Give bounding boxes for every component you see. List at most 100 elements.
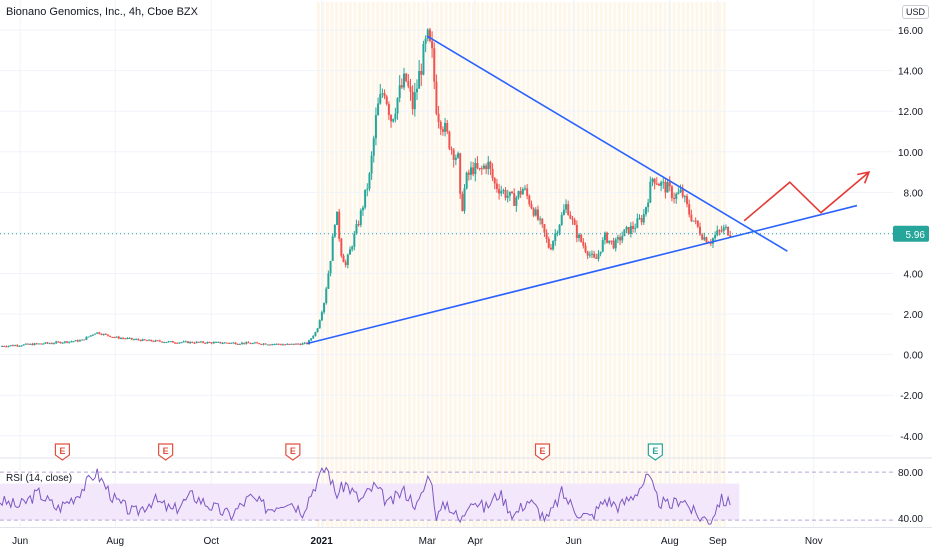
earnings-label: E: [59, 446, 65, 456]
candle-body: [65, 341, 68, 343]
candle-body: [439, 122, 442, 130]
candle-body: [709, 242, 712, 244]
candle-body: [96, 332, 99, 334]
candle-body: [359, 210, 362, 226]
candle-body: [50, 343, 53, 345]
projection-arrow[interactable]: [743, 171, 871, 222]
candle-body: [178, 342, 181, 344]
earnings-shape: [647, 443, 663, 461]
candle-body: [154, 340, 157, 342]
candle-body: [571, 218, 574, 220]
session-band: [549, 2, 553, 527]
earnings-marker[interactable]: E: [54, 443, 71, 461]
price-badge-value: 5.96: [906, 230, 926, 241]
candle-body: [57, 341, 60, 343]
candle-body: [405, 73, 408, 82]
session-band: [613, 2, 617, 527]
candle-body: [459, 153, 462, 194]
candle-body: [312, 335, 315, 339]
candle-body: [588, 254, 591, 256]
candle-body: [673, 198, 676, 200]
candle-body: [664, 181, 667, 193]
candle-body: [696, 220, 699, 227]
earnings-marker[interactable]: E: [285, 443, 301, 461]
currency-button[interactable]: USD: [902, 5, 930, 19]
candle-body: [662, 181, 665, 183]
candle-body: [273, 344, 276, 346]
candle-body: [469, 167, 472, 175]
earnings-marker[interactable]: E: [158, 443, 174, 461]
candle-body: [342, 255, 345, 263]
session-band: [627, 2, 631, 527]
candle-body: [20, 345, 23, 347]
candle-body: [249, 343, 252, 345]
candle-body: [679, 189, 682, 193]
candle-body: [16, 345, 19, 347]
candle-body: [400, 85, 403, 88]
candle-body: [176, 342, 179, 344]
candle-body: [137, 339, 140, 341]
session-band: [672, 2, 676, 527]
earnings-marker[interactable]: E: [647, 443, 663, 461]
session-band: [490, 2, 494, 527]
candle-body: [465, 172, 468, 189]
candle-body: [215, 341, 218, 343]
candle-body: [508, 191, 511, 196]
candle-body: [435, 81, 438, 114]
candle-body: [262, 343, 265, 345]
candle-body: [530, 204, 533, 209]
candle-body: [167, 341, 170, 343]
session-band: [695, 2, 699, 527]
candle-body: [258, 343, 261, 345]
candle-body: [344, 262, 347, 265]
candle-body: [78, 340, 81, 342]
candle-body: [381, 93, 384, 95]
trendlines[interactable]: [0, 35, 893, 345]
candle-body: [718, 230, 721, 232]
candle-body: [485, 165, 488, 170]
rsi-line: [0, 466, 731, 525]
candle-body: [310, 338, 313, 341]
earnings-shape: [54, 443, 71, 461]
candle-body: [647, 202, 650, 208]
candle-body: [53, 343, 56, 345]
candle-body: [495, 183, 498, 190]
candle-body: [463, 188, 466, 211]
candle-body: [616, 237, 619, 240]
trendline: [426, 35, 788, 252]
candle-body: [521, 189, 524, 195]
candle-body: [692, 220, 695, 222]
earnings-marker[interactable]: E: [534, 443, 551, 461]
time-axis[interactable]: Jun Aug Oct 2021 Mar Apr Jun Aug Sep Nov: [0, 527, 932, 548]
candle-body: [506, 195, 509, 198]
time-tick-label: Jun: [566, 536, 582, 547]
session-band: [581, 2, 585, 527]
symbol-title[interactable]: Bionano Genomics, Inc., 4h, Cboe BZX: [6, 6, 198, 18]
session-band: [362, 2, 366, 527]
candle-body: [575, 224, 578, 238]
candle-body: [161, 341, 164, 343]
session-band: [453, 2, 457, 527]
session-band: [367, 2, 371, 527]
session-band: [640, 2, 644, 527]
earnings-label: E: [163, 446, 169, 456]
candle-body: [94, 333, 97, 335]
candle-body: [686, 196, 689, 205]
time-tick-label: Nov: [805, 536, 823, 547]
candle-body: [351, 246, 354, 250]
candle-body: [260, 344, 263, 346]
session-band: [476, 2, 480, 527]
candle-body: [74, 340, 77, 342]
price-tick-label: 16.00: [898, 26, 923, 37]
session-shading: [316, 2, 726, 527]
candle-body: [325, 288, 328, 303]
price-axis[interactable]: 16.0014.0012.0010.008.006.004.002.000.00…: [898, 26, 923, 525]
candle-body: [107, 334, 110, 336]
candle-body: [113, 337, 116, 339]
rsi-label[interactable]: RSI (14, close): [6, 473, 72, 484]
candle-body: [536, 209, 539, 220]
candle-body: [199, 341, 202, 343]
candle-body: [461, 193, 464, 211]
